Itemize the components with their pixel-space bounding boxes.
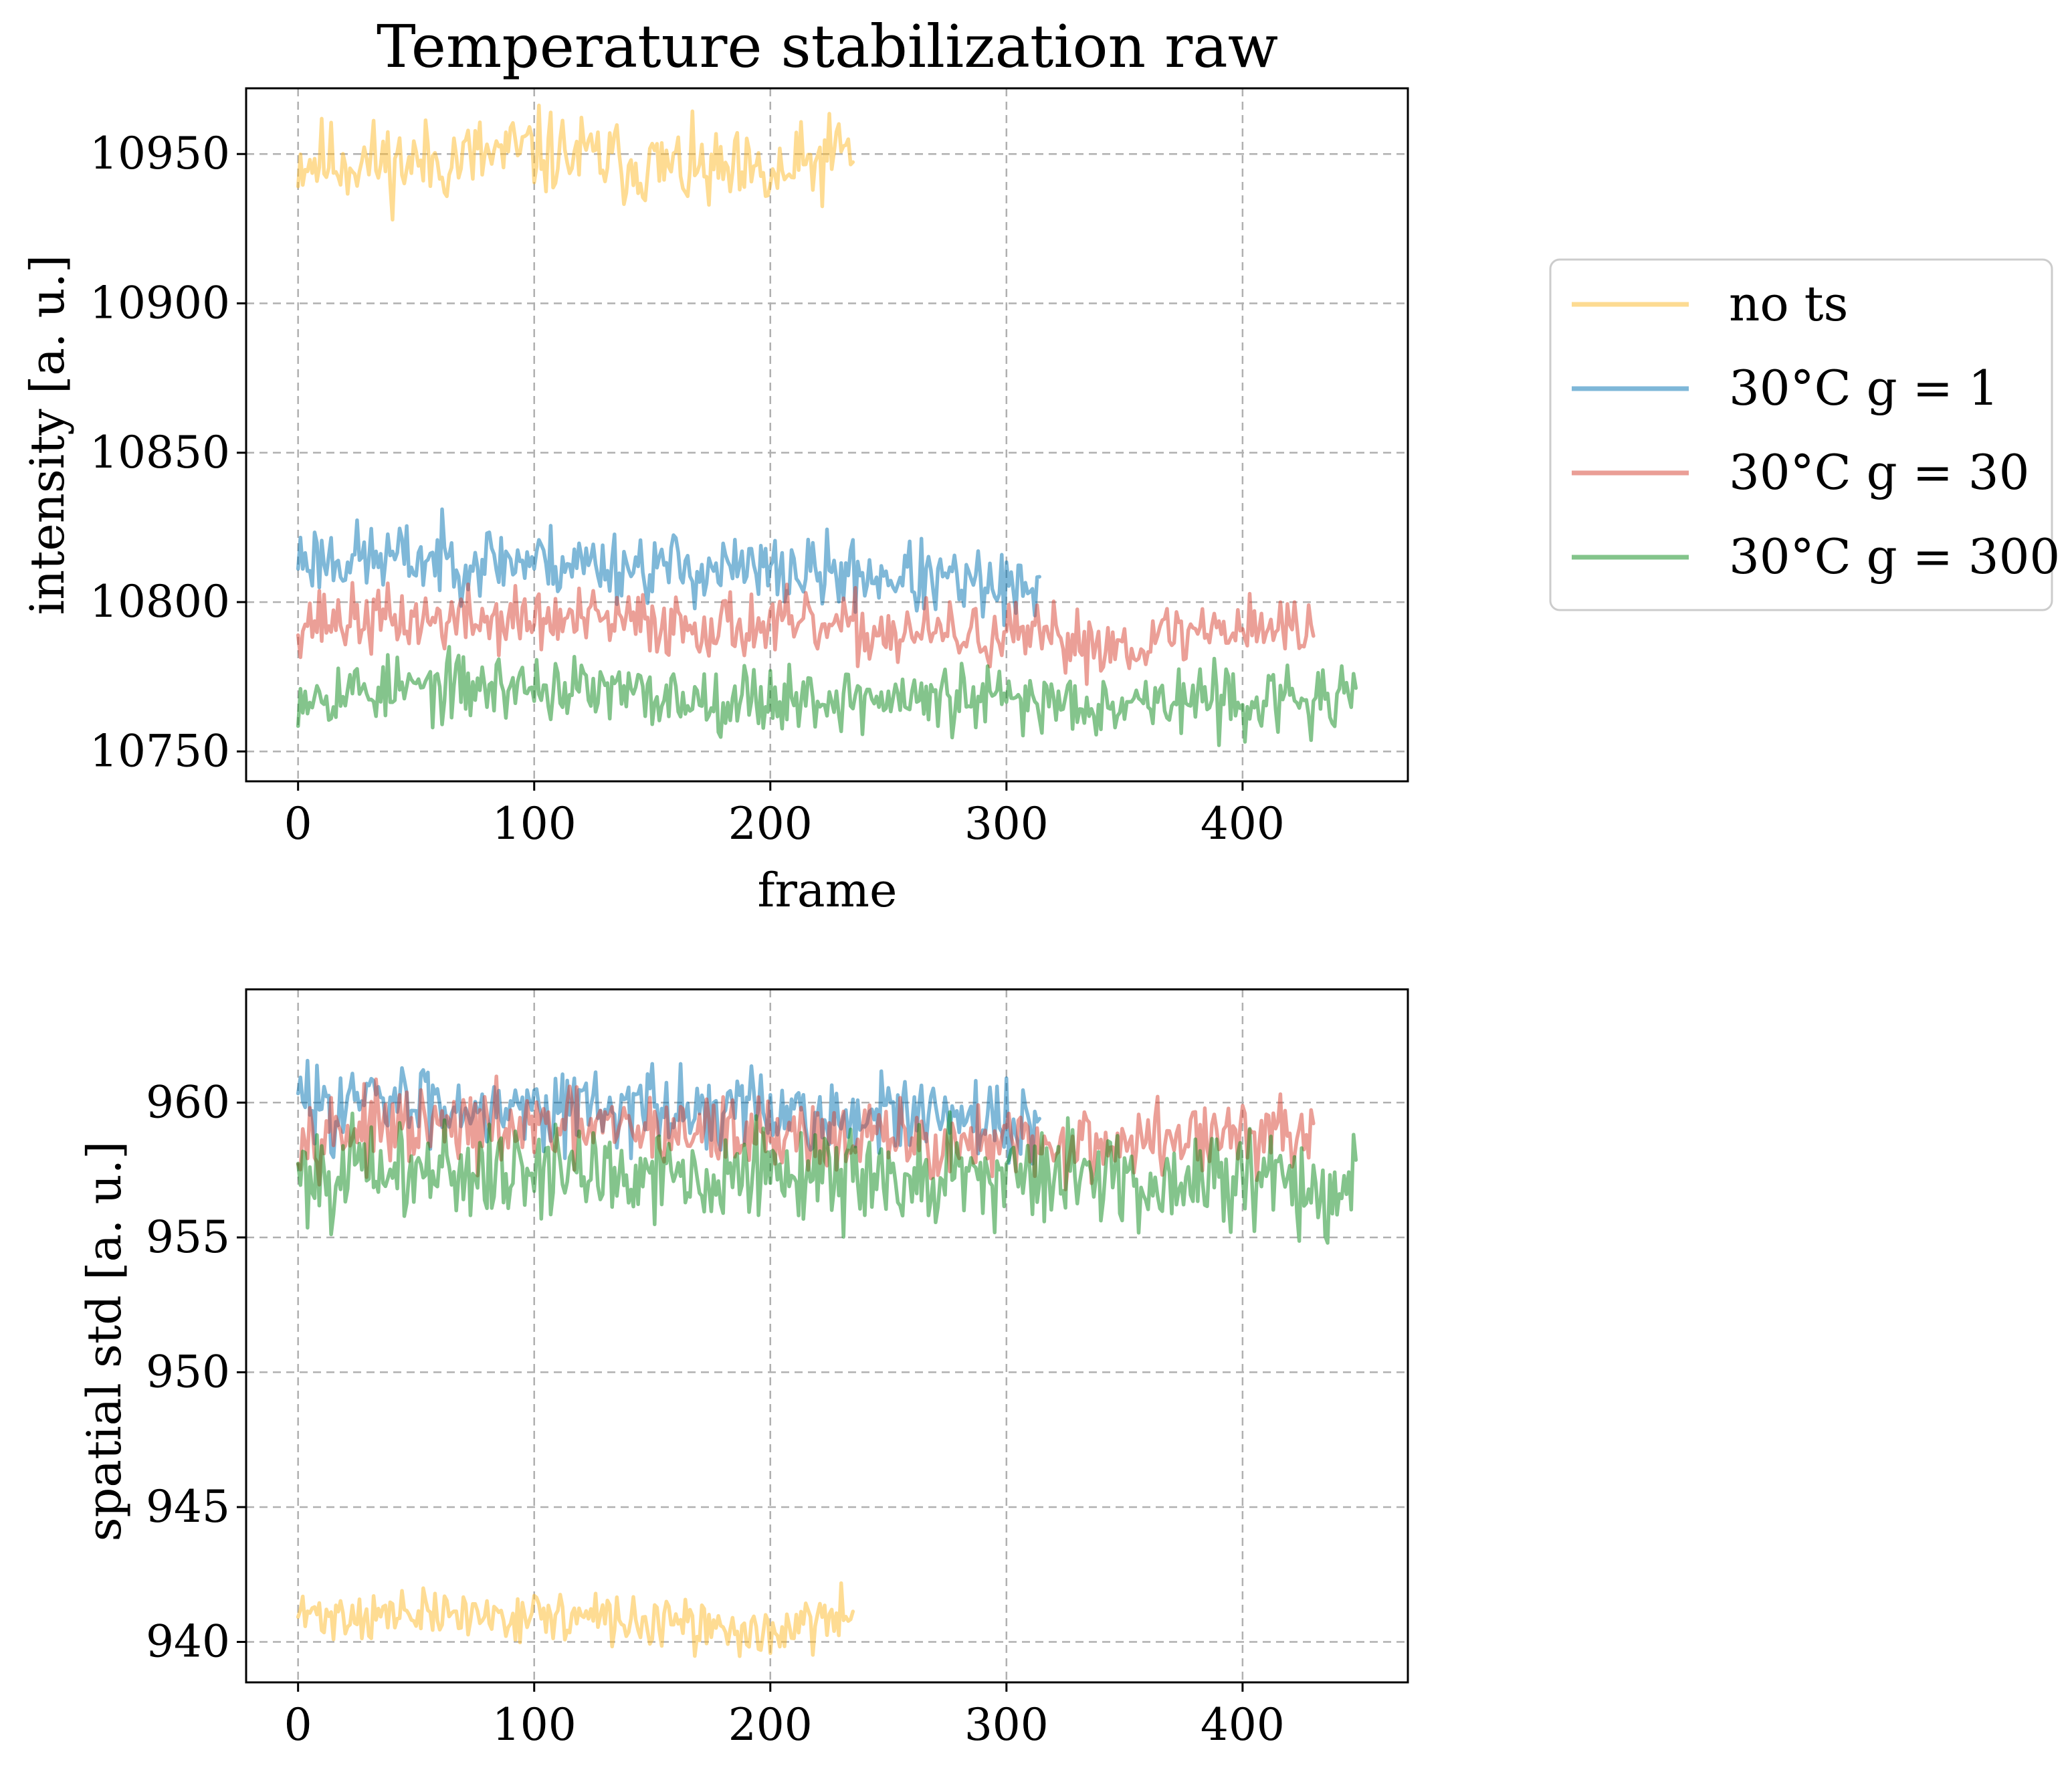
series-group <box>296 103 1358 747</box>
series-line <box>296 103 855 222</box>
x-tick-label: 300 <box>964 798 1049 850</box>
series-group <box>296 1058 1358 1658</box>
series-line <box>296 1110 1358 1245</box>
x-tick-label: 400 <box>1201 798 1285 850</box>
y-axis-label: intensity [a. u.] <box>20 255 75 615</box>
y-tick-label: 955 <box>146 1211 230 1263</box>
grid <box>246 989 1408 1682</box>
spatial-std-chart: 0 100 200 300 400 940 945 950 955 960 spatial st… <box>77 988 1409 1751</box>
legend-label: 30°C g = 300 <box>1729 528 2060 585</box>
intensity-chart: Temperature stabilization raw 0 100 200 300… <box>20 12 1409 918</box>
x-tick-label: 0 <box>284 798 312 850</box>
series-line <box>296 1581 855 1658</box>
y-tick-label: 10950 <box>90 128 230 179</box>
y-tick-label: 10900 <box>90 278 230 329</box>
y-tick-label: 10750 <box>90 725 230 777</box>
x-tick-label: 200 <box>728 1699 813 1751</box>
y-tick-label: 960 <box>146 1076 230 1128</box>
y-tick-label: 10850 <box>90 427 230 478</box>
y-tick-label: 940 <box>146 1616 230 1668</box>
x-tick-label: 300 <box>964 1699 1049 1751</box>
x-tick-label: 200 <box>728 798 813 850</box>
series-line <box>296 581 1316 686</box>
x-axis-label: frame <box>758 863 898 918</box>
legend-label: no ts <box>1729 276 1849 332</box>
series-line <box>296 645 1358 747</box>
x-tick-label: 400 <box>1201 1699 1285 1751</box>
x-ticks: 0 100 200 300 400 <box>284 781 1285 850</box>
x-tick-label: 100 <box>492 1699 577 1751</box>
y-tick-label: 10800 <box>90 576 230 627</box>
y-tick-label: 950 <box>146 1346 230 1397</box>
series-line <box>296 1074 1316 1191</box>
series-line <box>296 507 1041 627</box>
legend-frame <box>1549 258 2053 611</box>
y-ticks: 10750 10800 10850 10900 10950 <box>90 128 246 777</box>
legend-label: 30°C g = 1 <box>1729 360 1999 416</box>
plot-frame <box>245 988 1409 1684</box>
plot-frame <box>245 87 1409 783</box>
legend-label: 30°C g = 30 <box>1729 444 2029 500</box>
chart-title: Temperature stabilization raw <box>377 12 1278 81</box>
x-tick-label: 100 <box>492 798 577 850</box>
y-axis-label: spatial std [a. u.] <box>77 1141 132 1542</box>
x-ticks: 0 100 200 300 400 <box>284 1682 1285 1751</box>
x-tick-label: 0 <box>284 1699 312 1751</box>
y-tick-label: 945 <box>146 1481 230 1533</box>
y-ticks: 940 945 950 955 960 <box>146 1076 246 1668</box>
legend: no ts 30°C g = 1 30°C g = 30 30°C g = 300 <box>1549 258 2060 611</box>
